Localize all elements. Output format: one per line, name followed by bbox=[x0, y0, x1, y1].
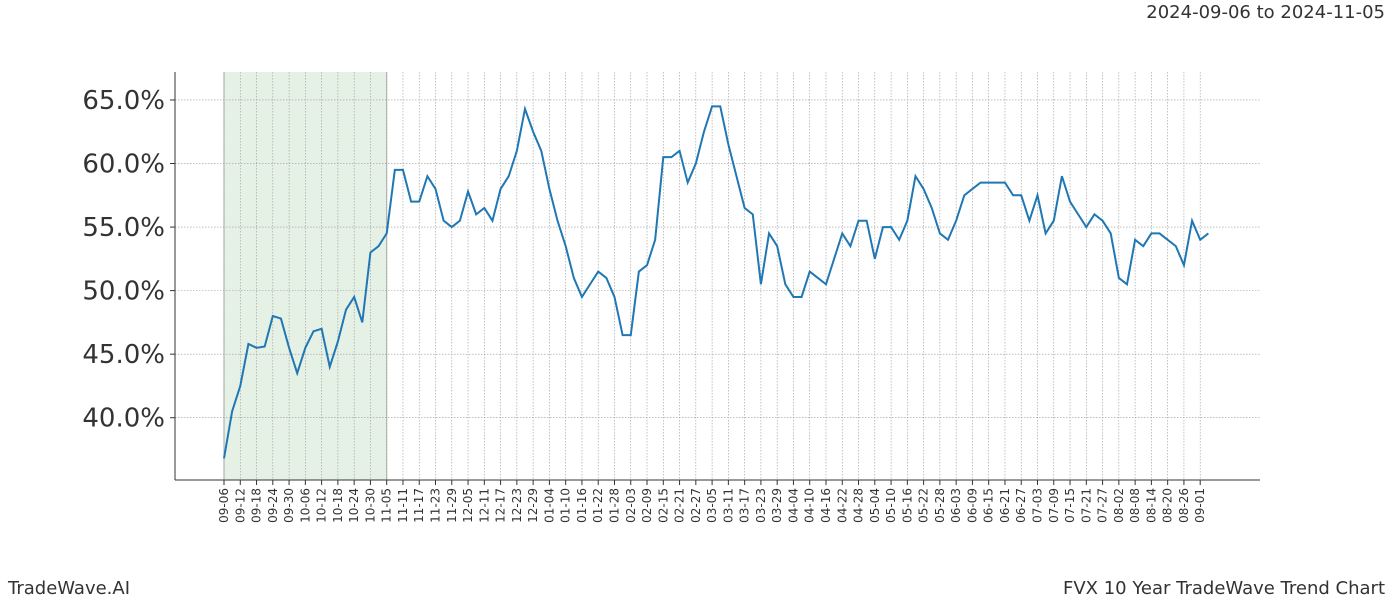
x-tick-label: 02-27 bbox=[689, 488, 703, 523]
x-tick-label: 02-21 bbox=[673, 488, 687, 523]
x-tick-label: 10-18 bbox=[331, 488, 345, 523]
x-tick-label: 10-06 bbox=[298, 488, 312, 523]
x-tick-label: 03-23 bbox=[754, 488, 768, 523]
x-tick-label: 08-14 bbox=[1144, 488, 1158, 523]
x-tick-label: 01-16 bbox=[575, 488, 589, 523]
x-tick-label: 10-24 bbox=[347, 488, 361, 523]
x-tick-label: 03-17 bbox=[738, 488, 752, 523]
x-tick-label: 08-02 bbox=[1112, 488, 1126, 523]
x-tick-label: 03-11 bbox=[721, 488, 735, 523]
x-tick-label: 12-23 bbox=[510, 488, 524, 523]
x-tick-label: 01-22 bbox=[591, 488, 605, 523]
x-tick-label: 12-11 bbox=[477, 488, 491, 523]
x-tick-label: 05-04 bbox=[868, 488, 882, 523]
y-tick-label: 65.0% bbox=[82, 86, 165, 116]
x-tick-label: 05-10 bbox=[884, 488, 898, 523]
x-tick-label: 10-30 bbox=[363, 488, 377, 523]
x-tick-label: 09-01 bbox=[1193, 488, 1207, 523]
x-tick-label: 11-11 bbox=[396, 488, 410, 523]
x-tick-label: 04-16 bbox=[819, 488, 833, 523]
x-tick-label: 07-03 bbox=[1031, 488, 1045, 523]
x-tick-label: 06-03 bbox=[949, 488, 963, 523]
x-tick-label: 11-17 bbox=[412, 488, 426, 523]
x-tick-label: 01-28 bbox=[607, 488, 621, 523]
x-tick-label: 07-27 bbox=[1096, 488, 1110, 523]
x-tick-label: 11-29 bbox=[445, 488, 459, 523]
x-tick-label: 08-26 bbox=[1177, 488, 1191, 523]
x-tick-label: 07-15 bbox=[1063, 488, 1077, 523]
x-tick-label: 06-21 bbox=[998, 488, 1012, 523]
date-range: 2024-09-06 to 2024-11-05 bbox=[1146, 2, 1385, 23]
y-tick-label: 45.0% bbox=[82, 340, 165, 370]
x-tick-label: 07-21 bbox=[1079, 488, 1093, 523]
x-tick-label: 09-06 bbox=[217, 488, 231, 523]
x-tick-label: 10-12 bbox=[315, 488, 329, 523]
x-tick-label: 12-05 bbox=[461, 488, 475, 523]
x-tick-label: 05-16 bbox=[900, 488, 914, 523]
x-tick-label: 05-22 bbox=[917, 488, 931, 523]
y-tick-label: 40.0% bbox=[82, 404, 165, 434]
footer-left: TradeWave.AI bbox=[7, 578, 130, 599]
x-tick-label: 04-10 bbox=[803, 488, 817, 523]
y-tick-label: 60.0% bbox=[82, 150, 165, 180]
x-tick-label: 02-15 bbox=[656, 488, 670, 523]
y-tick-label: 50.0% bbox=[82, 277, 165, 307]
x-tick-label: 06-15 bbox=[982, 488, 996, 523]
x-tick-label: 09-12 bbox=[233, 488, 247, 523]
x-tick-label: 06-27 bbox=[1014, 488, 1028, 523]
x-tick-label: 01-10 bbox=[559, 488, 573, 523]
x-tick-label: 07-09 bbox=[1047, 488, 1061, 523]
y-tick-label: 55.0% bbox=[82, 213, 165, 243]
x-tick-label: 11-05 bbox=[380, 488, 394, 523]
x-tick-label: 12-29 bbox=[526, 488, 540, 523]
footer-right: FVX 10 Year TradeWave Trend Chart bbox=[1063, 578, 1385, 599]
x-tick-label: 03-05 bbox=[705, 488, 719, 523]
x-tick-label: 04-04 bbox=[786, 488, 800, 523]
x-tick-label: 06-09 bbox=[965, 488, 979, 523]
x-tick-label: 01-04 bbox=[542, 488, 556, 523]
x-tick-label: 05-28 bbox=[933, 488, 947, 523]
x-tick-label: 12-17 bbox=[494, 488, 508, 523]
x-tick-label: 08-20 bbox=[1161, 488, 1175, 523]
x-tick-label: 04-22 bbox=[835, 488, 849, 523]
x-tick-label: 03-29 bbox=[770, 488, 784, 523]
x-tick-label: 08-08 bbox=[1128, 488, 1142, 523]
x-tick-label: 02-09 bbox=[640, 488, 654, 523]
trend-line bbox=[223, 105, 1209, 459]
x-tick-label: 02-03 bbox=[624, 488, 638, 523]
x-tick-label: 09-30 bbox=[282, 488, 296, 523]
x-tick-label: 04-28 bbox=[852, 488, 866, 523]
x-tick-label: 11-23 bbox=[429, 488, 443, 523]
x-tick-label: 09-24 bbox=[266, 488, 280, 523]
x-tick-label: 09-18 bbox=[250, 488, 264, 523]
